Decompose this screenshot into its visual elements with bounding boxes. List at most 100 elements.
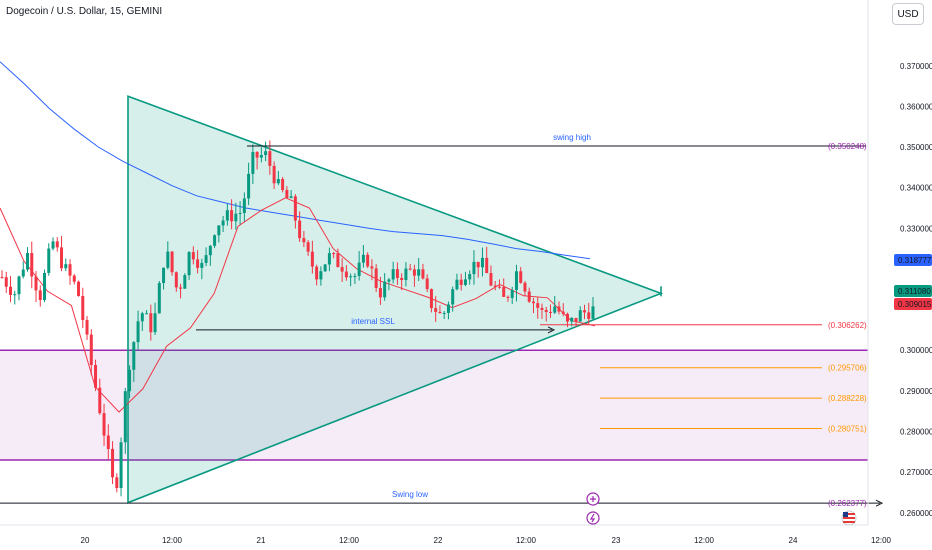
- candle: [132, 341, 136, 382]
- candle: [489, 265, 493, 287]
- candle-body: [225, 210, 229, 221]
- candle: [166, 241, 170, 270]
- candle: [106, 424, 110, 460]
- candle: [582, 304, 586, 320]
- candle: [174, 271, 178, 292]
- candle: [421, 263, 425, 280]
- candle: [187, 251, 191, 281]
- candle: [485, 246, 489, 274]
- candle-body: [591, 306, 595, 319]
- candle-body: [548, 311, 552, 313]
- candle-body: [476, 261, 480, 268]
- candle: [493, 280, 497, 291]
- candle-body: [514, 271, 518, 290]
- candle-body: [128, 369, 132, 392]
- candle: [26, 247, 30, 272]
- currency-button[interactable]: USD: [892, 3, 924, 25]
- candle-body: [102, 413, 106, 436]
- candle: [281, 176, 285, 193]
- candle: [336, 248, 340, 268]
- candle-body: [489, 273, 493, 286]
- candle-body: [281, 179, 285, 190]
- candle-body: [115, 477, 119, 488]
- candle: [17, 275, 21, 301]
- flash-event-bolt[interactable]: [589, 513, 596, 523]
- candle-body: [544, 309, 548, 312]
- price-tag-close-label: 0.309015: [898, 300, 932, 309]
- candle: [30, 241, 34, 289]
- candle-body: [417, 269, 421, 276]
- candle: [230, 199, 234, 230]
- candle: [463, 271, 467, 287]
- internal-ssl-arrow: [547, 326, 556, 334]
- candle-body: [9, 286, 13, 295]
- candle: [200, 258, 204, 280]
- candle-body: [306, 242, 310, 252]
- x-tick-label: 12:00: [516, 536, 537, 545]
- candle: [536, 296, 540, 319]
- candle-body: [170, 251, 174, 273]
- candle: [272, 161, 276, 189]
- candle: [370, 259, 374, 281]
- candle-body: [162, 267, 166, 284]
- flash-event-icon[interactable]: [586, 511, 600, 525]
- candle: [591, 297, 595, 320]
- candle: [523, 281, 527, 296]
- candle-body: [400, 277, 404, 281]
- level-label: (0.306262): [828, 321, 867, 330]
- candle-body: [587, 312, 591, 319]
- candle: [68, 259, 72, 285]
- candle-body: [425, 278, 429, 290]
- candle: [497, 279, 501, 289]
- candle-body: [255, 152, 259, 158]
- candle-body: [574, 317, 578, 322]
- y-tick-label: 0.270000: [900, 468, 932, 477]
- candle: [548, 304, 552, 318]
- candle: [587, 302, 591, 325]
- candle-body: [149, 313, 153, 333]
- candle-body: [77, 281, 81, 297]
- candle-body: [259, 155, 263, 158]
- add-event-icon[interactable]: [586, 492, 600, 506]
- candle-body: [438, 311, 442, 314]
- candle-body: [285, 189, 289, 198]
- y-tick-label: 0.330000: [900, 224, 932, 233]
- candle: [378, 276, 382, 305]
- candle: [77, 280, 81, 297]
- candle-body: [387, 279, 391, 282]
- price-tag-last: [894, 285, 932, 297]
- swing-low-value-label: (0.262377): [828, 499, 867, 508]
- add-event-plus[interactable]: [590, 496, 596, 502]
- candle: [442, 311, 446, 319]
- candle-body: [0, 277, 4, 279]
- candle-body: [557, 306, 561, 312]
- candle: [89, 329, 93, 376]
- candle: [574, 317, 578, 327]
- candle-body: [429, 289, 433, 309]
- candle: [357, 251, 361, 281]
- candle: [94, 359, 98, 391]
- candle: [208, 244, 212, 266]
- us-flag-icon[interactable]: [841, 510, 857, 526]
- flag-stripe: [843, 513, 855, 515]
- candle-body: [47, 248, 51, 273]
- candle: [506, 295, 510, 302]
- candle: [434, 296, 438, 322]
- candle: [332, 251, 336, 259]
- candle-body: [38, 290, 42, 301]
- candle-body: [353, 275, 357, 277]
- candle-body: [72, 275, 76, 282]
- candle-body: [26, 253, 30, 270]
- candle-body: [85, 320, 89, 335]
- candle-body: [510, 289, 514, 298]
- candle-body: [111, 448, 115, 478]
- candle: [531, 297, 535, 314]
- candle: [514, 264, 518, 302]
- candle-body: [221, 220, 225, 226]
- candle: [438, 305, 442, 314]
- candle: [319, 266, 323, 286]
- candle: [140, 311, 144, 331]
- flash-event-circle[interactable]: [586, 511, 600, 525]
- flag-canton: [843, 512, 848, 517]
